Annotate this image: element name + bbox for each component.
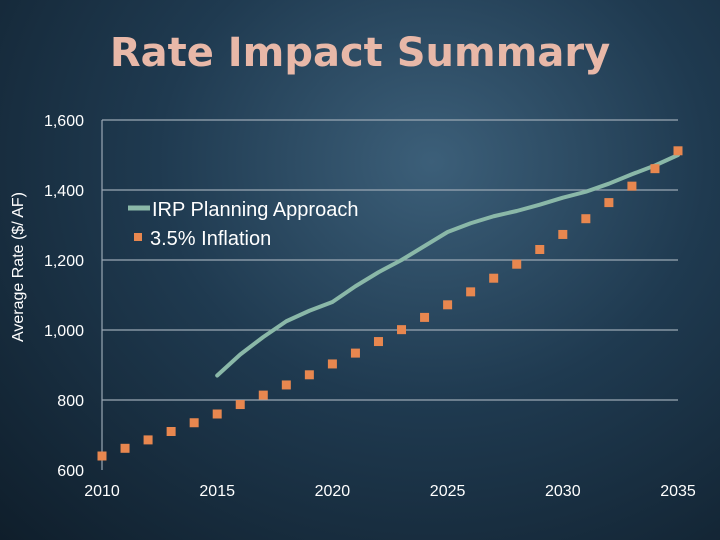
data-point-inflation-2020 xyxy=(327,359,337,369)
series-line-irp-planning-approach xyxy=(215,153,680,378)
data-point-inflation-2018 xyxy=(281,380,291,390)
series-lines xyxy=(215,153,680,378)
y-tick-label: 1,400 xyxy=(44,183,84,200)
grid-lines xyxy=(101,119,678,470)
data-point-inflation-2016 xyxy=(235,400,245,410)
x-tick-label: 2030 xyxy=(545,483,581,500)
y-tick-label: 1,000 xyxy=(44,323,84,340)
legend: IRP Planning Approach 3.5% Inflation xyxy=(128,199,358,250)
y-tick-label: 1,600 xyxy=(44,113,84,130)
data-point-inflation-2035 xyxy=(673,146,683,156)
data-point-inflation-2012 xyxy=(143,435,153,445)
data-point-inflation-2029 xyxy=(535,245,545,254)
data-point-inflation-2026 xyxy=(466,287,476,297)
data-point-inflation-2034 xyxy=(650,164,660,174)
chart-title: Rate Impact Summary xyxy=(109,30,611,76)
y-tick-label: 800 xyxy=(57,393,84,410)
y-tick-label: 600 xyxy=(57,463,84,480)
data-point-inflation-2023 xyxy=(397,325,407,335)
data-point-inflation-2021 xyxy=(350,348,360,358)
data-point-inflation-2028 xyxy=(512,259,522,269)
data-point-inflation-2022 xyxy=(373,337,383,347)
legend-label-irp: IRP Planning Approach xyxy=(152,199,358,221)
data-point-inflation-2014 xyxy=(189,418,199,428)
data-point-inflation-2010 xyxy=(97,451,107,461)
legend-label-inflation: 3.5% Inflation xyxy=(150,228,271,250)
data-point-inflation-2015 xyxy=(212,409,222,419)
data-point-inflation-2011 xyxy=(120,443,130,453)
data-point-inflation-2031 xyxy=(581,214,591,224)
data-point-inflation-2030 xyxy=(558,229,568,239)
series-markers xyxy=(97,146,683,461)
x-tick-labels: 2010 2015 2020 2025 2030 2035 xyxy=(84,483,696,500)
data-point-inflation-2027 xyxy=(489,273,499,283)
data-point-inflation-2032 xyxy=(604,198,614,208)
data-point-inflation-2013 xyxy=(166,427,176,436)
legend-marker-swatch xyxy=(134,233,142,241)
y-tick-labels: 600 800 1,000 1,200 1,400 1,600 xyxy=(44,113,84,480)
data-point-inflation-2017 xyxy=(258,390,268,400)
x-tick-label: 2035 xyxy=(660,483,696,500)
data-point-inflation-2019 xyxy=(304,370,314,380)
data-point-inflation-2024 xyxy=(420,312,430,322)
data-point-inflation-2025 xyxy=(443,300,453,310)
x-tick-label: 2010 xyxy=(84,483,120,500)
y-tick-label: 1,200 xyxy=(44,253,84,270)
data-point-inflation-2033 xyxy=(627,181,637,191)
x-tick-label: 2025 xyxy=(430,483,466,500)
x-tick-label: 2015 xyxy=(199,483,235,500)
x-tick-label: 2020 xyxy=(315,483,351,500)
